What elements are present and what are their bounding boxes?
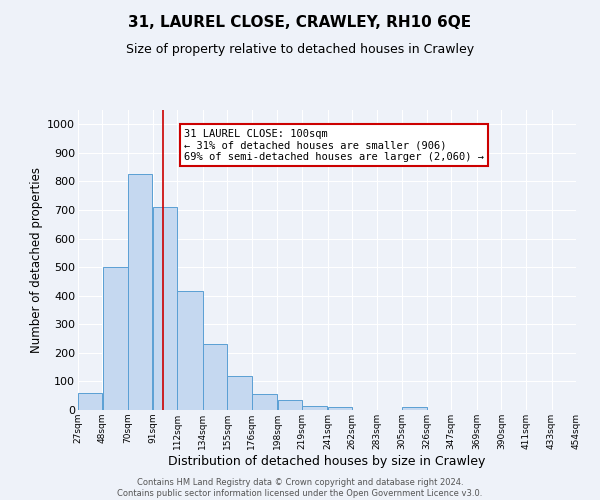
- Bar: [203, 344, 227, 410]
- Bar: [78, 393, 103, 410]
- Bar: [302, 406, 328, 410]
- Bar: [153, 207, 177, 410]
- Text: Contains HM Land Registry data © Crown copyright and database right 2024.
Contai: Contains HM Land Registry data © Crown c…: [118, 478, 482, 498]
- Bar: [103, 267, 128, 410]
- Text: 31, LAUREL CLOSE, CRAWLEY, RH10 6QE: 31, LAUREL CLOSE, CRAWLEY, RH10 6QE: [128, 15, 472, 30]
- Bar: [252, 394, 277, 410]
- Y-axis label: Number of detached properties: Number of detached properties: [30, 167, 43, 353]
- Text: 31 LAUREL CLOSE: 100sqm
← 31% of detached houses are smaller (906)
69% of semi-d: 31 LAUREL CLOSE: 100sqm ← 31% of detache…: [184, 128, 484, 162]
- X-axis label: Distribution of detached houses by size in Crawley: Distribution of detached houses by size …: [169, 454, 485, 468]
- Text: Size of property relative to detached houses in Crawley: Size of property relative to detached ho…: [126, 42, 474, 56]
- Bar: [278, 400, 302, 410]
- Bar: [227, 376, 251, 410]
- Bar: [403, 406, 427, 410]
- Bar: [178, 292, 203, 410]
- Bar: [328, 406, 352, 410]
- Bar: [128, 174, 152, 410]
